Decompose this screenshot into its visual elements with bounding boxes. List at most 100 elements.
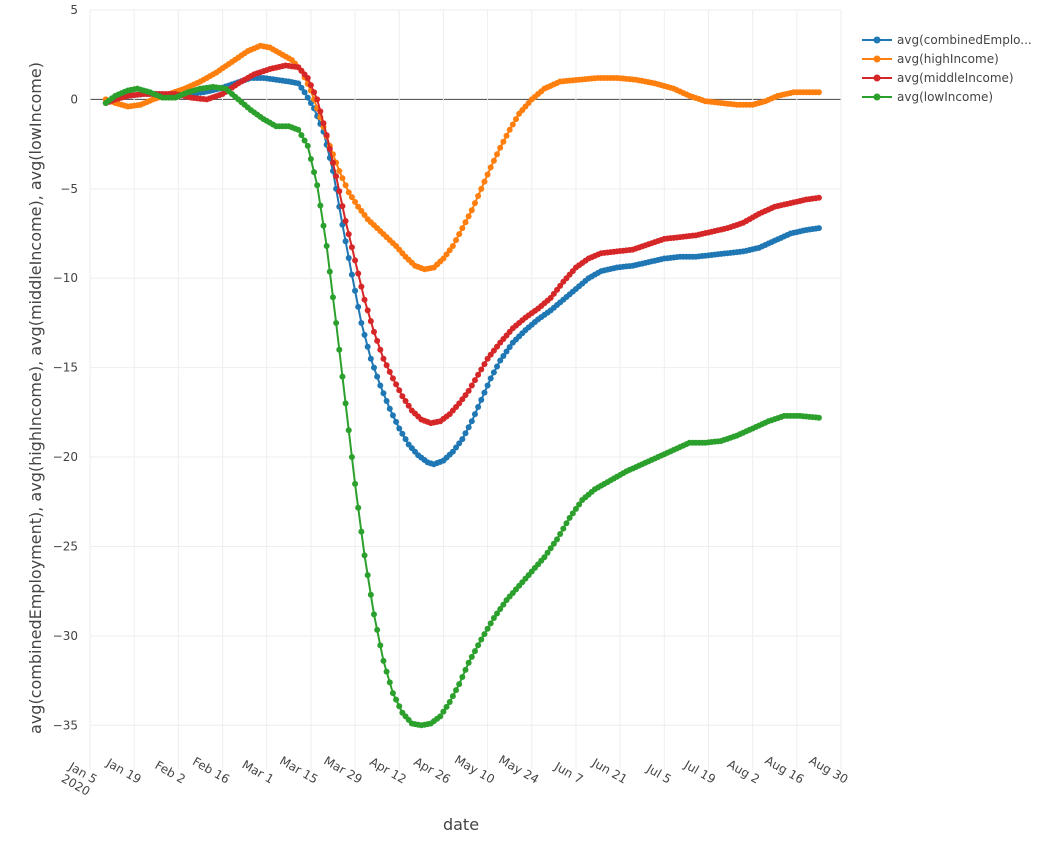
data-point[interactable] — [449, 693, 456, 700]
data-point[interactable] — [352, 287, 359, 294]
data-point[interactable] — [554, 286, 561, 293]
data-point[interactable] — [506, 126, 513, 133]
data-point[interactable] — [326, 145, 333, 152]
data-point[interactable] — [304, 74, 311, 81]
data-point[interactable] — [336, 346, 343, 353]
data-point[interactable] — [465, 424, 472, 431]
data-point[interactable] — [487, 375, 494, 382]
data-point[interactable] — [361, 331, 368, 338]
legend-item[interactable]: avg(lowIncome) — [862, 90, 993, 104]
data-point[interactable] — [446, 247, 453, 254]
data-point[interactable] — [348, 194, 355, 201]
series-3[interactable] — [102, 83, 822, 729]
data-point[interactable] — [336, 167, 343, 174]
data-point[interactable] — [481, 631, 488, 638]
data-point[interactable] — [396, 425, 403, 432]
data-point[interactable] — [497, 144, 504, 151]
data-point[interactable] — [446, 699, 453, 706]
data-point[interactable] — [475, 371, 482, 378]
data-point[interactable] — [361, 296, 368, 303]
data-point[interactable] — [440, 708, 447, 715]
data-point[interactable] — [478, 636, 485, 643]
data-point[interactable] — [314, 182, 321, 189]
data-point[interactable] — [468, 418, 475, 425]
data-point[interactable] — [402, 398, 409, 405]
data-point[interactable] — [402, 436, 409, 443]
data-point[interactable] — [487, 351, 494, 358]
data-point[interactable] — [301, 89, 308, 96]
data-point[interactable] — [484, 171, 491, 178]
data-point[interactable] — [550, 540, 557, 547]
data-point[interactable] — [462, 430, 469, 437]
data-point[interactable] — [468, 382, 475, 389]
data-point[interactable] — [449, 243, 456, 250]
data-point[interactable] — [541, 554, 548, 561]
data-point[interactable] — [393, 418, 400, 425]
data-point[interactable] — [320, 120, 327, 127]
data-point[interactable] — [348, 244, 355, 251]
data-point[interactable] — [348, 271, 355, 278]
data-point[interactable] — [468, 653, 475, 660]
data-point[interactable] — [500, 353, 507, 360]
data-point[interactable] — [355, 203, 362, 210]
data-point[interactable] — [566, 514, 573, 521]
data-point[interactable] — [326, 268, 333, 275]
data-point[interactable] — [459, 396, 466, 403]
data-point[interactable] — [569, 510, 576, 517]
data-point[interactable] — [311, 89, 318, 96]
data-point[interactable] — [465, 659, 472, 666]
data-point[interactable] — [342, 218, 349, 225]
data-point[interactable] — [374, 626, 381, 633]
series-line[interactable] — [105, 64, 820, 425]
data-point[interactable] — [367, 355, 374, 362]
data-point[interactable] — [389, 375, 396, 382]
data-point[interactable] — [456, 440, 463, 447]
data-point[interactable] — [370, 328, 377, 335]
data-point[interactable] — [352, 257, 359, 264]
legend-item[interactable]: avg(middleIncome) — [862, 71, 1014, 85]
data-point[interactable] — [544, 549, 551, 556]
data-point[interactable] — [317, 202, 324, 209]
data-point[interactable] — [364, 572, 371, 579]
data-point[interactable] — [345, 427, 352, 434]
data-point[interactable] — [389, 690, 396, 697]
data-point[interactable] — [490, 347, 497, 354]
data-point[interactable] — [307, 82, 314, 89]
data-point[interactable] — [386, 405, 393, 412]
data-point[interactable] — [815, 89, 822, 96]
data-point[interactable] — [355, 504, 362, 511]
data-point[interactable] — [367, 318, 374, 325]
data-point[interactable] — [389, 412, 396, 419]
data-point[interactable] — [576, 501, 583, 508]
data-point[interactable] — [481, 389, 488, 396]
data-point[interactable] — [345, 189, 352, 196]
data-point[interactable] — [329, 294, 336, 301]
data-point[interactable] — [399, 393, 406, 400]
data-point[interactable] — [361, 552, 368, 559]
data-point[interactable] — [336, 188, 343, 195]
data-point[interactable] — [386, 679, 393, 686]
data-point[interactable] — [307, 156, 314, 163]
data-point[interactable] — [471, 377, 478, 384]
data-point[interactable] — [453, 237, 460, 244]
data-point[interactable] — [333, 319, 340, 326]
data-point[interactable] — [358, 207, 365, 214]
data-point[interactable] — [355, 303, 362, 310]
data-point[interactable] — [465, 387, 472, 394]
data-point[interactable] — [471, 648, 478, 655]
data-point[interactable] — [339, 175, 346, 182]
data-point[interactable] — [374, 373, 381, 380]
series-line[interactable] — [105, 85, 820, 727]
data-point[interactable] — [572, 505, 579, 512]
data-point[interactable] — [329, 159, 336, 166]
data-point[interactable] — [557, 530, 564, 537]
data-point[interactable] — [298, 132, 305, 139]
data-point[interactable] — [494, 610, 501, 617]
data-point[interactable] — [348, 454, 355, 461]
data-point[interactable] — [494, 343, 501, 350]
data-point[interactable] — [440, 255, 447, 262]
data-point[interactable] — [339, 203, 346, 210]
data-point[interactable] — [377, 346, 384, 353]
data-point[interactable] — [478, 396, 485, 403]
data-point[interactable] — [475, 642, 482, 649]
